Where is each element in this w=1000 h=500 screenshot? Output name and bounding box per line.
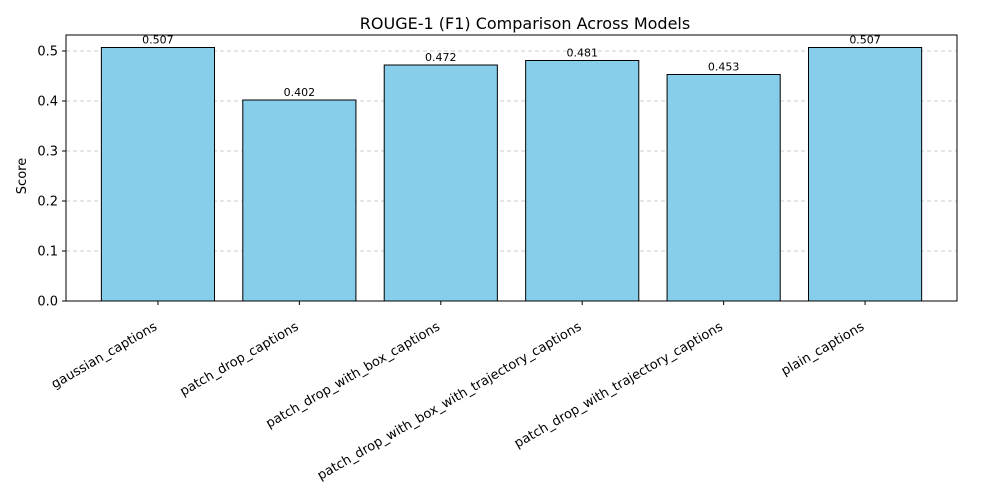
x-tick-label: plain_captions (779, 319, 867, 379)
plot-frame (65, 34, 958, 302)
y-axis-label: Score (15, 158, 30, 194)
bar (383, 64, 498, 302)
bar-value-label: 0.402 (284, 86, 316, 99)
x-tick-label: gaussian_captions (49, 319, 160, 392)
x-tick-label: patch_drop_with_box_with_trajectory_capt… (315, 319, 584, 483)
bars (100, 47, 923, 302)
y-tick-label: 0.0 (37, 295, 58, 310)
bar-value-label: 0.472 (425, 51, 457, 64)
y-tick-label: 0.3 (37, 145, 58, 160)
data-labels: 0.507 0.402 0.472 0.481 0.453 0.507 (142, 34, 881, 100)
y-tick-label: 0.1 (37, 245, 58, 260)
bar-value-label: 0.481 (566, 47, 598, 60)
bar (100, 47, 215, 302)
y-tick-label: 0.5 (37, 45, 58, 60)
x-tick-label: patch_drop_captions (178, 319, 302, 399)
bar-value-label: 0.453 (708, 61, 740, 74)
y-tick-label: 0.2 (37, 195, 58, 210)
bar (808, 47, 923, 302)
bar (525, 60, 640, 302)
bar-value-label: 0.507 (849, 34, 881, 47)
bar-value-label: 0.507 (142, 34, 174, 47)
y-tick-label: 0.4 (37, 95, 58, 110)
chart-title: ROUGE-1 (F1) Comparison Across Models (360, 14, 690, 33)
bar (666, 74, 781, 302)
bar (242, 99, 357, 302)
